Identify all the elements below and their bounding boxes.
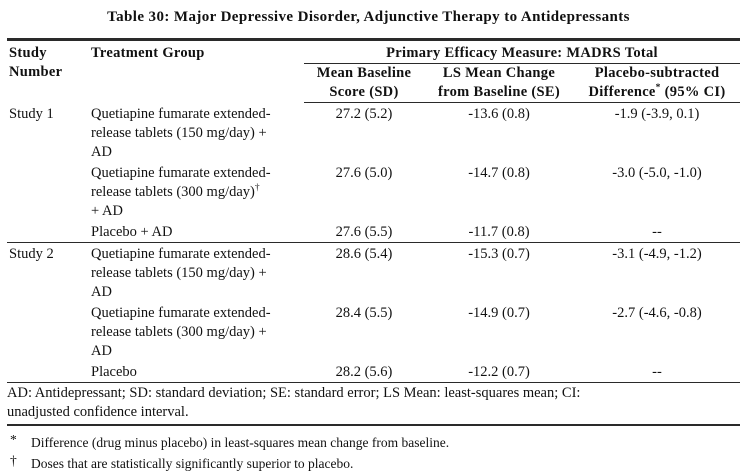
treatment-cell: Quetiapine fumarate extended- release ta… (91, 304, 271, 359)
treatment-cell: Placebo + AD (91, 223, 173, 240)
placebo-subtracted-cell: -- (574, 360, 741, 383)
ls-mean-change-cell: -15.3 (0.7) (424, 241, 574, 302)
treatment-cell: Placebo (89, 360, 304, 383)
footnote-dagger: † Doses that are statistically significa… (8, 453, 736, 474)
placebo-subtracted-cell: -2.7 (-4.6, -0.8) (612, 304, 702, 321)
study-cell (7, 221, 89, 243)
placebo-subtracted-cell: -- (652, 223, 662, 240)
mean-baseline-cell: 28.6 (5.4) (304, 241, 424, 302)
table-row: Quetiapine fumarate extended- release ta… (7, 162, 740, 221)
madrs-results-table: Study Number Treatment Group Primary Eff… (7, 38, 741, 426)
mean-baseline-cell: 27.6 (5.5) (335, 223, 393, 240)
treatment-text: Quetiapine fumarate extended- release ta… (91, 164, 271, 200)
study-cell: Study 1 (9, 105, 54, 122)
placebo-subtracted-cell: -1.9 (-3.9, 0.1) (614, 106, 700, 122)
treatment-text-cont: + AD (91, 202, 123, 219)
dagger-superscript: † (254, 182, 260, 193)
mean-baseline-cell: 28.2 (5.6) (304, 360, 424, 383)
study-cell (7, 162, 89, 221)
footnote-text: Doses that are statistically significant… (31, 455, 354, 471)
study-cell (7, 360, 89, 383)
mean-baseline-cell: 27.6 (5.0) (335, 164, 393, 181)
dagger-marker: † (10, 452, 17, 468)
col-header-study-number: Study Number (9, 45, 63, 80)
ls-mean-change-cell: -14.9 (0.7) (468, 304, 530, 321)
abbreviations-text: AD: Antidepressant; SD: standard deviati… (7, 382, 741, 426)
col-header-placebo-subtracted: Placebo-subtracted Difference* (95% CI) (574, 63, 741, 103)
col-header-ls-mean-change: LS Mean Change from Baseline (SE) (424, 63, 574, 103)
mean-baseline-cell: 28.4 (5.5) (335, 304, 393, 321)
treatment-cell: Quetiapine fumarate extended- release ta… (91, 105, 271, 160)
asterisk-marker: * (10, 431, 17, 447)
treatment-cell: Quetiapine fumarate extended- release ta… (89, 241, 304, 302)
col-header-mean-baseline: Mean Baseline Score (SD) (304, 63, 424, 103)
table-row: Study 1 Quetiapine fumarate extended- re… (7, 103, 740, 162)
header-row-sub: Mean Baseline Score (SD) LS Mean Change … (7, 63, 741, 103)
table-row: Study 2 Quetiapine fumarate extended- re… (7, 241, 741, 302)
mean-baseline-cell: 27.2 (5.2) (335, 106, 393, 122)
placebo-subtracted-ci-label: (95% CI) (660, 84, 726, 100)
col-header-primary-measure: Primary Efficacy Measure: MADRS Total (304, 39, 741, 64)
footnote-asterisk: * Difference (drug minus placebo) in lea… (8, 432, 736, 453)
table-title: Table 30: Major Depressive Disorder, Adj… (107, 9, 630, 25)
table-row: Quetiapine fumarate extended- release ta… (7, 302, 740, 361)
study-cell (7, 302, 89, 361)
ls-mean-change-cell: -14.7 (0.8) (468, 164, 530, 181)
col-header-treatment-group: Treatment Group (91, 45, 205, 61)
footnote-text: Difference (drug minus placebo) in least… (31, 434, 450, 450)
abbreviations-row: AD: Antidepressant; SD: standard deviati… (7, 382, 741, 426)
ls-mean-change-cell: -13.6 (0.8) (468, 106, 530, 122)
footnotes-section: * Difference (drug minus placebo) in lea… (7, 426, 740, 474)
header-row-main: Study Number Treatment Group Primary Eff… (7, 39, 741, 80)
placebo-subtracted-cell: -3.1 (-4.9, -1.2) (574, 241, 741, 302)
placebo-subtracted-cell: -3.0 (-5.0, -1.0) (612, 164, 702, 181)
treatment-cell: Quetiapine fumarate extended- release ta… (89, 162, 304, 221)
table-row: Placebo 28.2 (5.6) -12.2 (0.7) -- (7, 360, 741, 383)
ls-mean-change-cell: -11.7 (0.8) (468, 223, 530, 240)
placebo-subtracted-label: Placebo-subtracted Difference (588, 65, 720, 100)
table-row: Placebo + AD 27.6 (5.5) -11.7 (0.8) -- (7, 221, 740, 243)
study-cell: Study 2 (7, 241, 89, 302)
ls-mean-change-cell: -12.2 (0.7) (424, 360, 574, 383)
asterisk-superscript: * (655, 83, 661, 94)
